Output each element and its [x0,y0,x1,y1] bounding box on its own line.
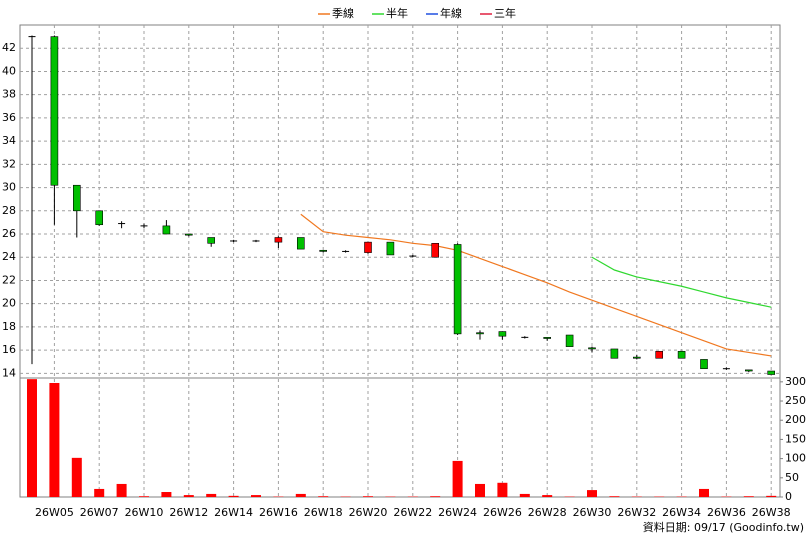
volume-bar [497,482,508,497]
volume-bar [587,490,597,497]
candle-body [431,243,440,258]
volume-bar [139,496,149,497]
y-tick-label: 16 [2,343,16,356]
y-tick-label: 34 [2,134,16,147]
x-tick-label: 26W22 [393,506,432,519]
candle-body [274,237,283,243]
candle-body [319,249,328,252]
x-tick-label: 26W38 [752,506,791,519]
candle-body [296,237,305,250]
x-tick-label: 26W12 [169,506,208,519]
y2-tick-label: 250 [785,394,806,407]
ma-line [300,213,772,357]
legend-label: 季線 [332,6,354,20]
y2-tick-label: 150 [785,432,806,445]
candle-body [588,347,596,350]
y-tick-label: 42 [2,41,16,54]
candle-body [207,237,215,244]
volume-bar [161,492,172,497]
y-tick-label: 26 [2,227,16,240]
candle-body [476,332,484,335]
x-tick-label: 26W28 [528,506,567,519]
candle-body [632,356,641,359]
y2-tick-label: 100 [785,452,806,465]
volume-panel [19,377,781,498]
y-tick-label: 24 [2,250,16,263]
candle-body [162,225,171,235]
candle-body [364,241,372,253]
x-tick-label: 26W24 [438,506,477,519]
y-tick-label: 20 [2,297,16,310]
x-tick-label: 26W16 [259,506,298,519]
volume-bar [519,493,530,497]
y2-tick-label: 50 [785,471,799,484]
volume-bar [228,495,239,497]
candle-body [386,241,395,256]
candle-body [700,359,708,370]
footer: 資料日期: 09/17 (Goodinfo.tw) [643,520,804,534]
x-tick-label: 26W30 [573,506,612,519]
volume-bar [116,483,127,497]
volume-bar [71,457,82,497]
legend-label: 半年 [386,6,408,20]
x-tick-label: 26W05 [35,506,74,519]
y2-tick-label: 0 [785,490,792,503]
volume-bar [206,493,217,497]
y-tick-label: 38 [2,88,16,101]
y-tick-label: 22 [2,273,16,286]
volume-bar [699,488,709,497]
y-tick-label: 30 [2,181,16,194]
candle-body [95,210,103,226]
legend-label: 年線 [440,6,462,20]
y-tick-label: 32 [2,157,16,170]
y-tick-label: 40 [2,64,16,77]
y2-tick-label: 300 [785,375,806,388]
volume-bar [183,495,194,497]
candle-body [767,370,776,375]
volume-bar [318,496,329,497]
price-panel [19,24,781,379]
volume-bar [609,496,620,497]
volume-bar [94,488,105,497]
volume-bar [743,496,754,497]
candle-body [744,369,753,372]
legend-label: 三年 [494,6,516,20]
x-tick-label: 26W36 [707,506,746,519]
x-tick-label: 26W14 [214,506,253,519]
x-tick-label: 26W32 [617,506,656,519]
candle-body [73,184,81,212]
candle-body [677,350,686,359]
candle-body [185,233,193,236]
volume-bar [251,495,261,497]
x-tick-label: 26W20 [349,506,388,519]
x-tick-label: 26W07 [80,506,119,519]
x-tick-label: 26W10 [125,506,164,519]
x-tick-label: 26W34 [662,506,701,519]
candle-body [50,36,59,186]
candle-body [453,244,462,335]
candle-body [498,331,507,337]
x-tick-label: 26W26 [483,506,522,519]
ma-line [591,256,772,308]
candle-body [610,348,619,359]
y-tick-label: 36 [2,111,16,124]
volume-bar [295,493,306,497]
volume-bar [542,495,553,497]
candle-body [565,334,574,347]
volume-bar [430,496,441,497]
y-tick-label: 18 [2,320,16,333]
volume-bar [475,483,485,497]
candle-body [655,350,664,359]
y-tick-label: 14 [2,366,16,379]
volume-bar [766,495,777,497]
y-tick-label: 28 [2,204,16,217]
volume-bar [452,460,463,497]
candle-body [543,337,552,339]
volume-bar [27,379,37,497]
y2-tick-label: 200 [785,413,806,426]
volume-bar [49,382,60,497]
volume-bar [363,496,373,497]
x-tick-label: 26W18 [304,506,343,519]
